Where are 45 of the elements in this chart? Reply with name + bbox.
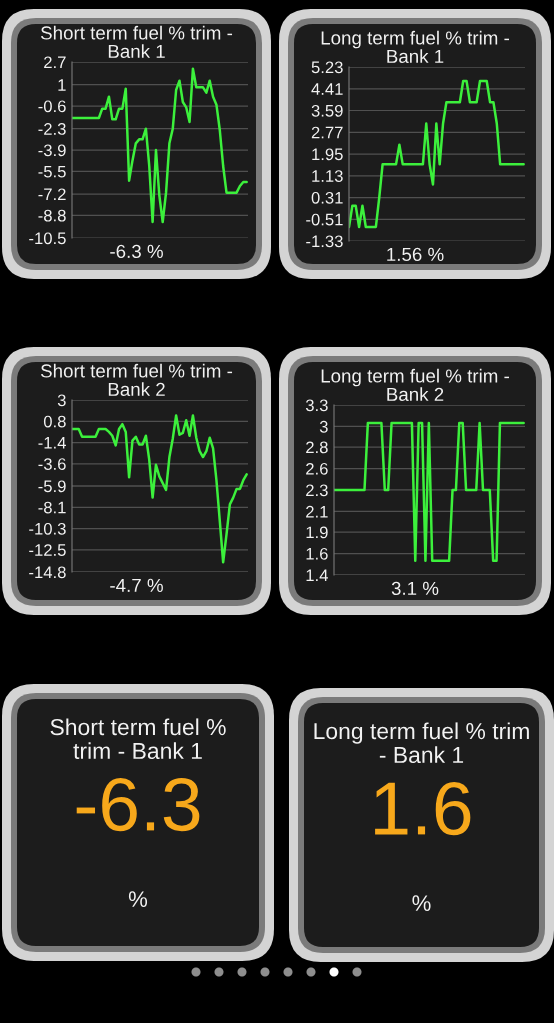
y-tick-label: -2.3 <box>38 123 66 135</box>
y-tick-label: -3.9 <box>38 144 66 157</box>
y-tick-label: 1.9 <box>306 526 328 539</box>
y-tick-label: -10.5 <box>29 232 66 245</box>
y-tick-label: 1.4 <box>306 569 328 582</box>
line-series <box>72 67 248 224</box>
text: -6.3 % <box>110 244 163 259</box>
y-tick-label: 2.6 <box>306 462 328 475</box>
y-tick-label: -14.8 <box>29 566 66 579</box>
y-tick-label: 0.8 <box>43 415 66 428</box>
y-tick-label: 3 <box>319 420 328 433</box>
text: % <box>412 895 431 911</box>
y-tick-label: -8.1 <box>38 501 66 514</box>
y-tick-label: 2.1 <box>306 505 328 518</box>
line-series <box>349 79 525 229</box>
text: Long term fuel % trim - Bank 1 <box>314 722 529 764</box>
text: 1.6 <box>375 782 471 836</box>
y-tick-label: -5.5 <box>38 165 66 178</box>
y-tick-label: 1.6 <box>306 547 328 560</box>
y-tick-label: 1 <box>58 79 66 91</box>
y-tick-label: 2.8 <box>306 441 328 454</box>
y-tick-label: 4.41 <box>311 83 343 95</box>
y-tick-label: 2.77 <box>311 126 343 139</box>
y-tick-label: -7.2 <box>38 188 66 201</box>
y-tick-label: -10.3 <box>29 522 66 535</box>
text: -6.3 <box>76 778 200 832</box>
y-tick-label: 1.95 <box>312 148 343 161</box>
text: -4.7 % <box>110 578 163 592</box>
text: % <box>128 891 148 907</box>
y-tick-label: 3.59 <box>311 104 343 117</box>
y-tick-label: -5.9 <box>38 480 66 493</box>
y-tick-label: -1.33 <box>306 235 343 248</box>
text: 1.56 % <box>387 247 444 262</box>
text: Short term fuel % trim - Bank 1 <box>50 718 226 760</box>
y-tick-label: 1.13 <box>312 170 343 182</box>
y-tick-label: -0.6 <box>38 100 66 113</box>
y-tick-label: -3.6 <box>38 458 66 470</box>
text: 3.1 % <box>391 581 439 596</box>
y-tick-label: -8.8 <box>38 209 66 222</box>
y-tick-label: 2.3 <box>306 484 328 497</box>
y-tick-label: -12.5 <box>29 544 66 556</box>
y-tick-label: -0.51 <box>306 213 343 226</box>
y-tick-label: 0.31 <box>311 191 343 204</box>
line-series <box>72 414 248 564</box>
y-tick-label: -1.4 <box>38 437 66 449</box>
